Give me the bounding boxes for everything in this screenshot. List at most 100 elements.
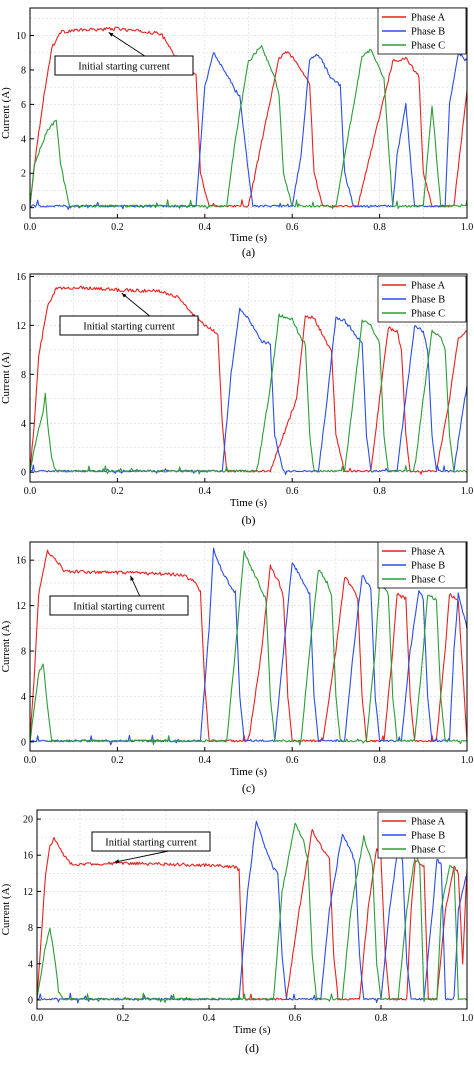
legend-entry: Phase A	[411, 817, 446, 828]
y-tick-label: 4	[21, 692, 26, 703]
y-tick-label: 12	[16, 601, 26, 612]
y-axis-title: Current (A)	[0, 352, 12, 404]
annotation: Initial starting current	[49, 575, 189, 616]
x-tick-label: 1.0	[461, 1013, 474, 1024]
panel-label: (c)	[242, 781, 255, 795]
y-tick-label: 0	[21, 203, 26, 214]
annotation-arrowhead	[114, 859, 120, 864]
annotation-arrowhead	[130, 575, 135, 581]
legend-entry: Phase B	[411, 831, 445, 842]
x-tick-label: 1.0	[461, 755, 474, 766]
y-tick-label: 12	[23, 887, 33, 898]
x-tick-label: 0.0	[31, 1013, 44, 1024]
x-tick-label: 0.4	[199, 755, 212, 766]
annotation-text: Initial starting current	[105, 838, 197, 849]
x-tick-label: 0.4	[203, 1013, 216, 1024]
y-tick-label: 20	[23, 815, 33, 826]
chart-c: 0.0 0.2 0.4 0.6 0.8 1.0 0 4 8 12 16 Time (s) Current…	[0, 541, 474, 795]
panel-a: 0.0 0.2 0.4 0.6 0.8 1.0 0 2 4 6 8 10 Time (s) Current…	[0, 0, 474, 266]
y-axis-title: Current (A)	[0, 87, 12, 139]
chart-d: 0.0 0.2 0.4 0.6 0.8 1.0 0 4 8 12 16 20 Time (s) Curre…	[0, 809, 474, 1055]
x-tick-label: 0.2	[111, 222, 124, 233]
x-tick-label: 0.8	[375, 1013, 388, 1024]
legend: Phase A Phase B Phase C	[377, 7, 467, 55]
y-tick-label: 0	[21, 737, 26, 748]
annotation-arrow	[114, 850, 169, 863]
x-axis-title: Time (s)	[230, 766, 268, 778]
series-line-phase-c	[30, 550, 467, 746]
series-line-phase-a	[30, 549, 467, 743]
y-tick-label: 0	[28, 995, 33, 1006]
x-tick-label: 0.0	[24, 486, 37, 497]
legend-entry: Phase C	[411, 41, 445, 52]
y-tick-label: 8	[21, 370, 26, 381]
legend-entry: Phase C	[411, 309, 445, 320]
annotation: Initial starting current	[54, 32, 194, 76]
panel-c: 0.0 0.2 0.4 0.6 0.8 1.0 0 4 8 12 16 Time (s) Current…	[0, 534, 474, 802]
series-group	[30, 285, 467, 476]
chart-a: 0.0 0.2 0.4 0.6 0.8 1.0 0 2 4 6 8 10 Time (s) Current…	[0, 7, 474, 259]
legend: Phase A Phase B Phase C	[377, 811, 467, 859]
series-line-phase-c	[30, 45, 467, 210]
annotation-box	[49, 595, 189, 616]
x-tick-label: 0.2	[117, 1013, 130, 1024]
y-tick-label: 8	[21, 647, 26, 658]
annotation-arrowhead	[108, 32, 114, 37]
series-line-phase-c	[37, 822, 467, 1004]
panel-label: (d)	[245, 1041, 259, 1055]
y-tick-label: 8	[28, 923, 33, 934]
panel-label: (a)	[242, 245, 255, 259]
y-tick-label: 16	[16, 272, 26, 283]
y-axis-title: Current (A)	[0, 883, 12, 935]
legend-entry: Phase B	[411, 561, 445, 572]
x-tick-label: 0.6	[286, 222, 299, 233]
x-tick-label: 0.2	[111, 486, 124, 497]
series-group	[30, 26, 467, 211]
annotation-text: Initial starting current	[83, 322, 175, 333]
x-tick-label: 0.6	[286, 755, 299, 766]
series-group	[37, 820, 467, 1004]
panel-b: 0.0 0.2 0.4 0.6 0.8 1.0 0 4 8 12 16 Time (s) Current…	[0, 266, 474, 534]
y-tick-label: 4	[28, 959, 33, 970]
y-tick-label: 12	[16, 321, 26, 332]
series-line-phase-c	[30, 313, 467, 475]
annotation-arrow	[121, 292, 150, 317]
legend-entry: Phase A	[411, 547, 446, 558]
legend-entry: Phase A	[411, 281, 446, 292]
legend-entry: Phase C	[411, 575, 445, 586]
legend: Phase A Phase B Phase C	[377, 541, 467, 589]
annotation-box	[91, 831, 211, 852]
panel-d: 0.0 0.2 0.4 0.6 0.8 1.0 0 4 8 12 16 20 Time (s) Curre…	[0, 802, 474, 1065]
y-tick-label: 16	[23, 851, 33, 862]
annotation-arrow	[108, 32, 145, 57]
x-tick-label: 0.8	[373, 486, 386, 497]
y-tick-label: 4	[21, 134, 26, 145]
plot-frame	[29, 273, 468, 483]
y-tick-label: 4	[21, 419, 26, 430]
x-axis-title: Time (s)	[233, 1024, 271, 1036]
legend-entry: Phase A	[411, 13, 446, 24]
legend-entry: Phase B	[411, 27, 445, 38]
x-tick-label: 0.4	[199, 486, 212, 497]
y-tick-label: 8	[21, 65, 26, 76]
x-tick-label: 1.0	[461, 486, 474, 497]
x-tick-label: 0.6	[289, 1013, 302, 1024]
annotation: Initial starting current	[91, 831, 211, 864]
x-tick-label: 0.2	[111, 755, 124, 766]
annotation-arrowhead	[121, 293, 127, 298]
x-axis-title: Time (s)	[230, 497, 268, 509]
chart-b: 0.0 0.2 0.4 0.6 0.8 1.0 0 4 8 12 16 Time (s) Current…	[0, 272, 474, 527]
y-tick-label: 6	[21, 100, 26, 111]
x-tick-label: 0.0	[24, 222, 37, 233]
plot-frame	[36, 809, 468, 1010]
annotation-box	[59, 315, 199, 336]
x-tick-label: 0.4	[199, 222, 212, 233]
annotation-text: Initial starting current	[78, 62, 170, 73]
x-tick-label: 1.0	[461, 222, 474, 233]
plot-frame	[29, 7, 468, 219]
series-group	[30, 547, 467, 746]
x-axis-title: Time (s)	[230, 232, 268, 244]
legend-entry: Phase B	[411, 295, 445, 306]
y-tick-label: 2	[21, 169, 26, 180]
